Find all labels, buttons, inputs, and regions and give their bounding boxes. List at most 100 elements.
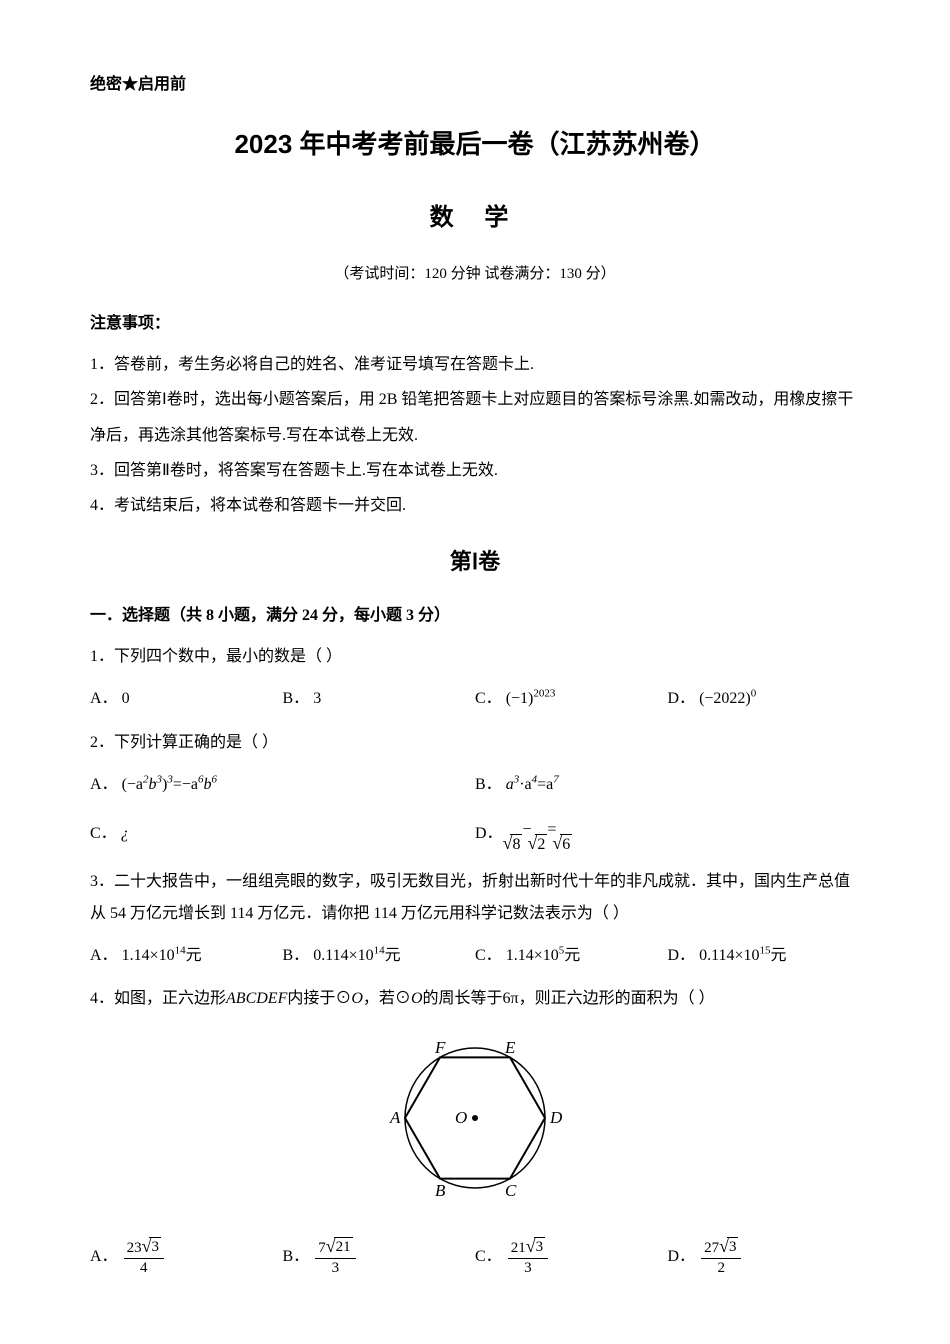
radicand: 21 <box>334 1237 353 1258</box>
exp: 15 <box>760 944 771 956</box>
sqrt: √6 <box>556 834 572 856</box>
q1-stem: 1．下列四个数中，最小的数是（ ） <box>90 641 860 673</box>
q2-options-row1: A． (−a2b3)3=−a6b6 B． a3·a4=a7 <box>90 767 860 802</box>
denominator: 3 <box>521 1259 535 1277</box>
label-a: A <box>389 1108 401 1127</box>
opt-value: 3 <box>313 681 321 716</box>
label-c: C <box>505 1181 517 1200</box>
opt-label: A． <box>90 938 118 973</box>
opt-label: D． <box>475 816 503 851</box>
stem-text: ，则正六边形的面积为（ ） <box>519 990 715 1007</box>
radicand: 3 <box>534 1237 546 1258</box>
label-d: D <box>549 1108 563 1127</box>
q3-opt-b: B． 0.114×1014 元 <box>283 938 476 973</box>
opt-label: B． <box>283 938 310 973</box>
part-a-heading: 一．选择题（共 8 小题，满分 24 分，每小题 3 分） <box>90 601 860 631</box>
q2-opt-c: C． ¿ <box>90 812 475 856</box>
opt-value: 1.14×105 <box>506 938 565 973</box>
q2-opt-a: A． (−a2b3)3=−a6b6 <box>90 767 475 802</box>
opt-value: 0.114×1014 <box>313 938 384 973</box>
opt-label: B． <box>475 767 502 802</box>
subject-title: 数 学 <box>90 195 860 241</box>
q2-stem: 2．下列计算正确的是（ ） <box>90 727 860 759</box>
fraction: 7√21 3 <box>315 1237 355 1277</box>
notice-item: 2．回答第Ⅰ卷时，选出每小题答案后，用 2B 铅笔把答题卡上对应题目的答案标号涂… <box>90 382 860 452</box>
opt-value: a3·a4=a7 <box>506 767 559 802</box>
paren: (−a <box>122 776 143 793</box>
eq: =a <box>537 776 553 793</box>
numerator: 27√3 <box>701 1237 741 1259</box>
hexagon-diagram: F E A D B C O <box>380 1033 570 1208</box>
opt-value: (−2022)0 <box>699 681 756 716</box>
q4-opt-a: A． 23√3 4 <box>90 1237 283 1277</box>
opt-value: 1.14×1014 <box>122 938 186 973</box>
opt-value: (−a2b3)3=−a6b6 <box>122 767 217 802</box>
coef: 1.14×10 <box>122 947 175 964</box>
opt-label: C． <box>90 816 117 851</box>
var: b <box>149 776 157 793</box>
denominator: 2 <box>715 1259 729 1277</box>
opt-label: D． <box>668 681 696 716</box>
stem-text: 4．如图，正六边形 <box>90 990 226 1007</box>
q4-stem: 4．如图，正六边形ABCDEF内接于⊙O，若⊙O的周长等于6π，则正六边形的面积… <box>90 983 860 1015</box>
opt-label: D． <box>668 1239 696 1274</box>
q3-opt-c: C． 1.14×105 元 <box>475 938 668 973</box>
sqrt: √3 <box>719 1237 738 1258</box>
dot: ·a <box>519 776 531 793</box>
q4-figure: F E A D B C O <box>90 1033 860 1219</box>
center-dot <box>472 1115 478 1121</box>
notice-heading: 注意事项： <box>90 309 860 339</box>
label-e: E <box>504 1038 516 1057</box>
q3-stem: 3．二十大报告中，一组组亮眼的数字，吸引无数目光，折射出新时代十年的非凡成就．其… <box>90 866 860 930</box>
q1-opt-d: D． (−2022)0 <box>668 681 861 716</box>
q3-opt-a: A． 1.14×1014 元 <box>90 938 283 973</box>
radicand: 8 <box>510 834 522 856</box>
q1-options: A． 0 B． 3 C． (−1)2023 D． (−2022)0 <box>90 681 860 716</box>
base: (−1) <box>506 690 534 707</box>
notice-item: 1．答卷前，考生务必将自己的姓名、准考证号填写在答题卡上. <box>90 347 860 382</box>
sqrt: √21 <box>326 1237 353 1258</box>
q1-opt-a: A． 0 <box>90 681 283 716</box>
coef: 1.14×10 <box>506 947 559 964</box>
coef: 0.114×10 <box>313 947 373 964</box>
q1-opt-c: C． (−1)2023 <box>475 681 668 716</box>
numerator: 21√3 <box>508 1237 548 1259</box>
q3-options: A． 1.14×1014 元 B． 0.114×1014 元 C． 1.14×1… <box>90 938 860 973</box>
q1-opt-b: B． 3 <box>283 681 476 716</box>
unit: 元 <box>186 938 202 973</box>
opt-label: A． <box>90 681 118 716</box>
denominator: 3 <box>329 1259 343 1277</box>
opt-value: 0.114×1015 <box>699 938 770 973</box>
numerator: 7√21 <box>315 1237 355 1259</box>
radicand: 3 <box>149 1237 161 1258</box>
stem-text: 的周长等于 <box>423 990 503 1007</box>
opt-label: C． <box>475 681 502 716</box>
opt-label: A． <box>90 767 118 802</box>
sqrt: √2 <box>531 834 547 856</box>
sqrt: √3 <box>526 1237 545 1258</box>
fraction: 27√3 2 <box>701 1237 741 1277</box>
opt-value: ¿ <box>121 816 129 851</box>
radicand: 3 <box>727 1237 739 1258</box>
main-title: 2023 年中考考前最后一卷（江苏苏州卷） <box>90 120 860 169</box>
q2-opt-d: D． √8−√2=√6 <box>475 812 860 856</box>
q4-options: A． 23√3 4 B． 7√21 3 C． 21√3 3 D． 27√3 2 <box>90 1237 860 1277</box>
unit: 元 <box>771 938 787 973</box>
opt-value: (−1)2023 <box>506 681 556 716</box>
exp: 6 <box>212 773 218 785</box>
notice-item: 4．考试结束后，将本试卷和答题卡一并交回. <box>90 488 860 523</box>
fraction: 21√3 3 <box>508 1237 548 1277</box>
coef: 23 <box>127 1240 142 1256</box>
stem-text: ，若⊙ <box>363 990 411 1007</box>
denominator: 4 <box>137 1259 151 1277</box>
eq: =−a <box>173 776 198 793</box>
q3-opt-d: D． 0.114×1015 元 <box>668 938 861 973</box>
confidential-label: 绝密★启用前 <box>90 70 860 100</box>
opt-label: C． <box>475 938 502 973</box>
exponent: 2023 <box>533 688 555 700</box>
base: (−2022) <box>699 690 751 707</box>
var: a <box>506 776 514 793</box>
q4-opt-c: C． 21√3 3 <box>475 1237 668 1277</box>
opt-label: A． <box>90 1239 118 1274</box>
radicand: 2 <box>535 834 547 856</box>
